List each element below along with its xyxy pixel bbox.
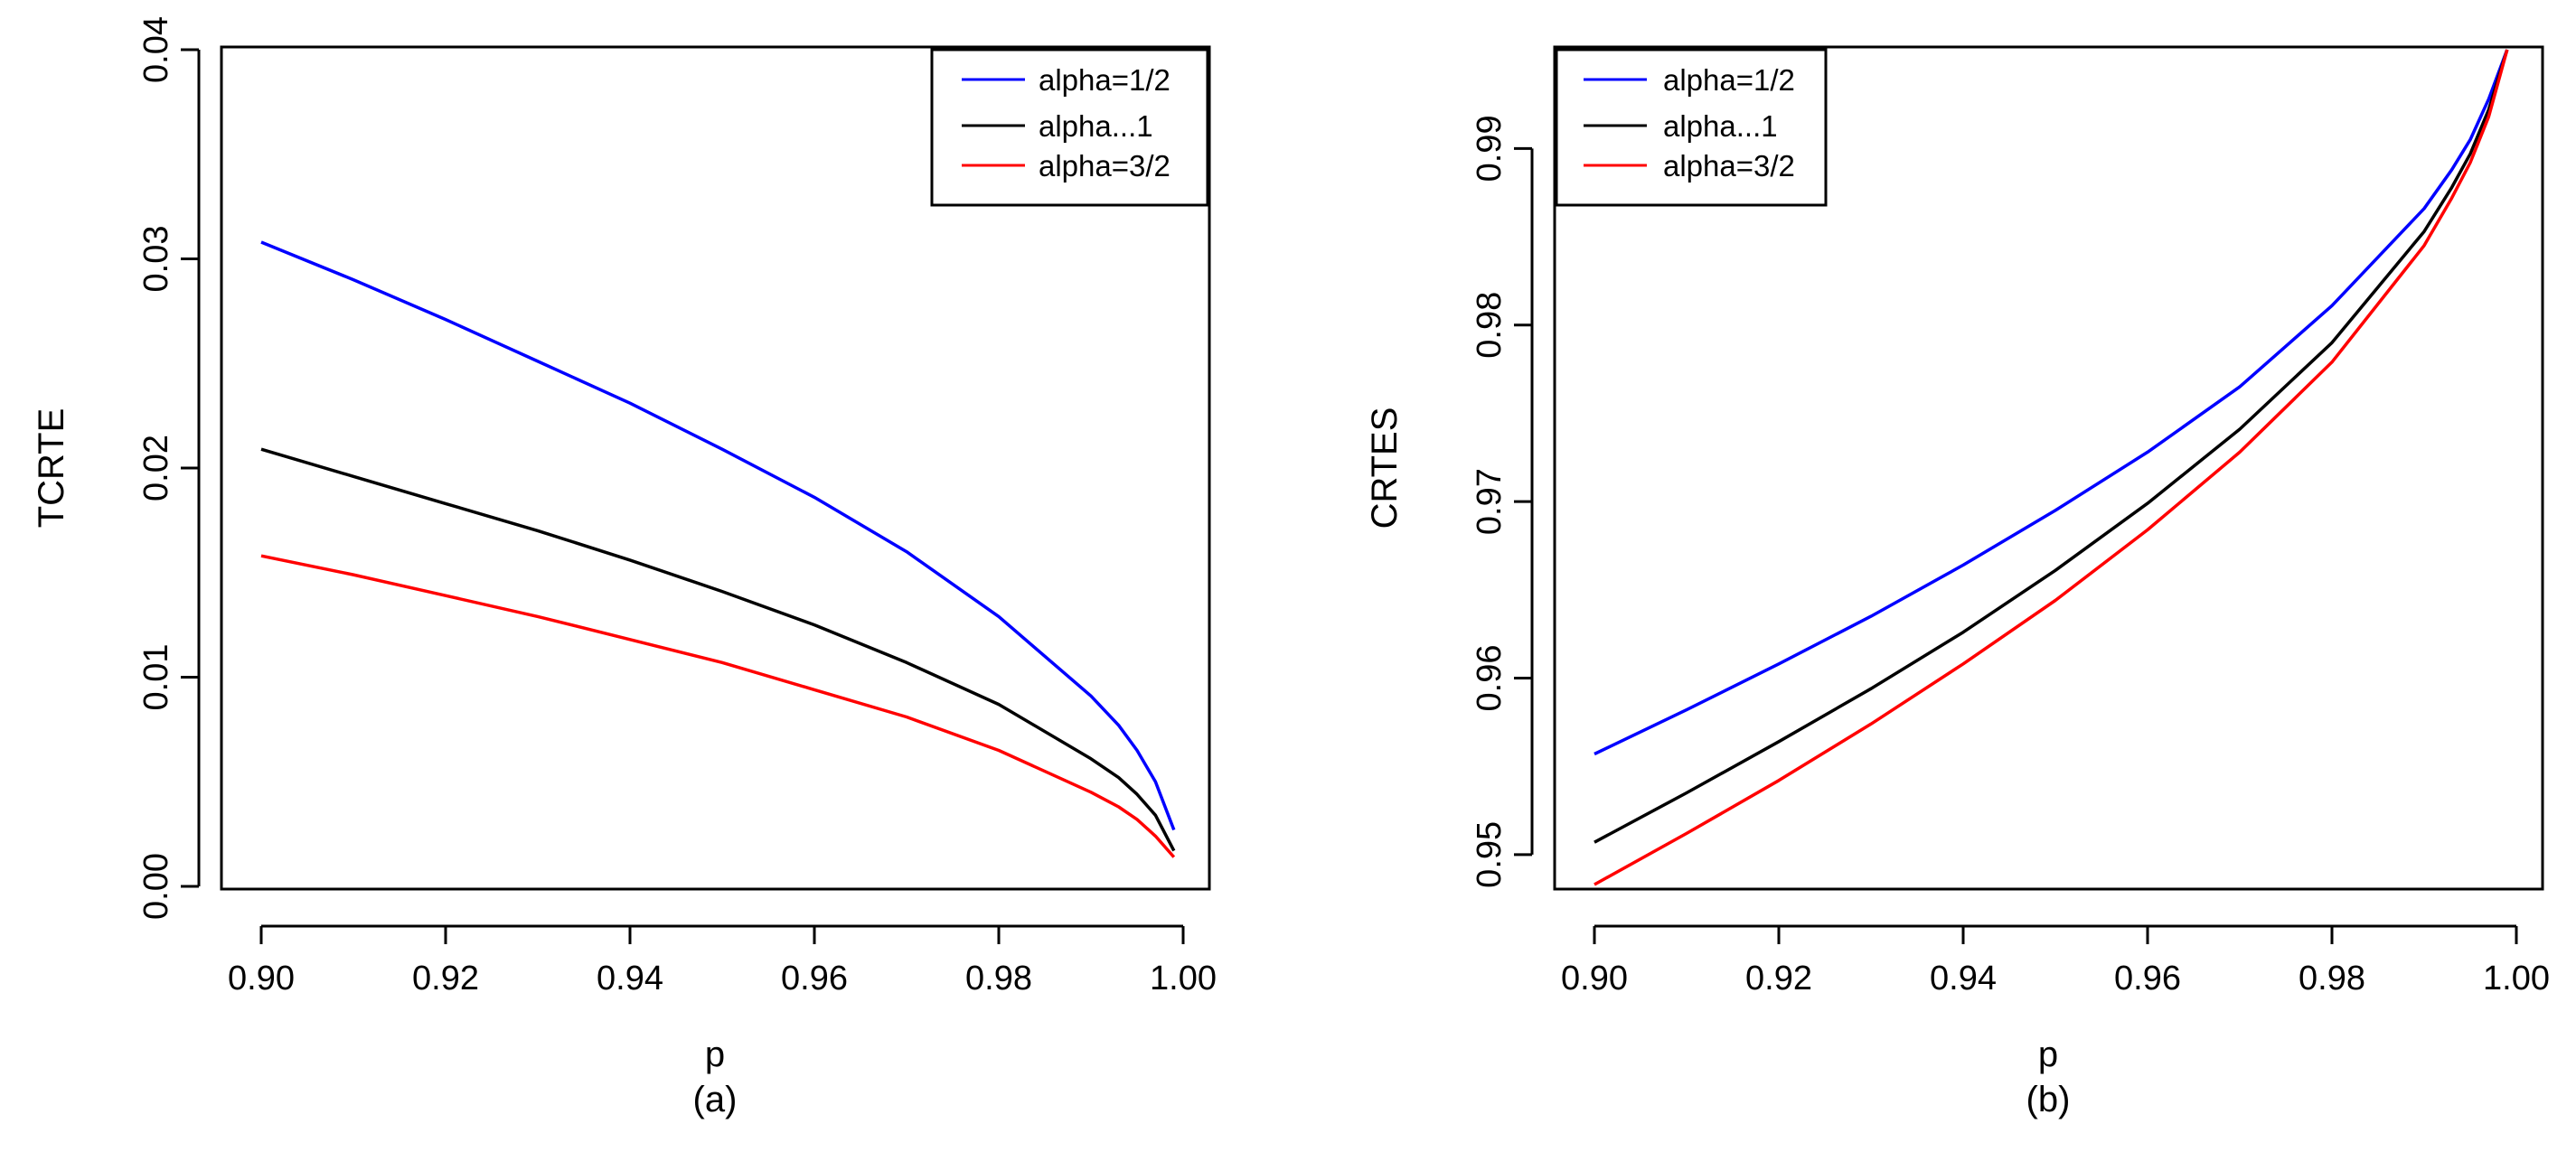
x-tick-label-b-0: 0.90 xyxy=(1561,960,1628,997)
x-tick-label-a-3: 0.96 xyxy=(781,960,848,997)
x-tick-label-b-5: 1.00 xyxy=(2483,960,2550,997)
legend-label-a-2: alpha=3/2 xyxy=(1039,149,1170,183)
x-tick-label-a-1: 0.92 xyxy=(412,960,479,997)
y-ticks-a: 0.00 0.01 0.02 0.03 0.04 xyxy=(137,16,201,920)
x-tick-label-a-2: 0.94 xyxy=(597,960,663,997)
legend-label-b-0: alpha=1/2 xyxy=(1663,63,1795,97)
x-tick-label-b-4: 0.98 xyxy=(2299,960,2365,997)
series-line-a-1 xyxy=(260,447,1176,852)
legend-label-b-1: alpha...1 xyxy=(1663,109,1778,143)
x-ticks-a: 0.90 0.92 0.94 0.96 0.98 1.00 xyxy=(228,924,1217,997)
legend-label-a-1: alpha...1 xyxy=(1039,109,1153,143)
series-line-a-2 xyxy=(260,554,1176,858)
series-group-a xyxy=(260,240,1176,858)
chart-panel-b: 0.90 0.92 0.94 0.96 0.98 1.00 0.950.960.970.9… xyxy=(1365,45,2550,1119)
legend-label-b-2: alpha=3/2 xyxy=(1663,149,1795,183)
series-line-a-0 xyxy=(260,240,1176,831)
x-tick-label-b-1: 0.92 xyxy=(1745,960,1812,997)
series-line-b-1 xyxy=(1594,49,2509,844)
x-axis-label-b: p xyxy=(2038,1035,2058,1074)
legend-box-b xyxy=(1555,48,1828,207)
x-tick-label-b-3: 0.96 xyxy=(2114,960,2181,997)
y-tick-label-a-1: 0.01 xyxy=(137,644,175,711)
panel-label-a: (a) xyxy=(693,1080,738,1119)
y-tick-label-a-3: 0.03 xyxy=(137,226,175,293)
y-tick-label-b-0: 0.95 xyxy=(1471,821,1509,888)
y-axis-label-a: TCRTE xyxy=(32,408,71,529)
x-tick-label-a-4: 0.98 xyxy=(965,960,1032,997)
x-tick-label-a-5: 1.00 xyxy=(1150,960,1217,997)
y-tick-label-a-2: 0.02 xyxy=(137,435,175,501)
legend-label-a-0: alpha=1/2 xyxy=(1039,63,1170,97)
x-axis-label-a: p xyxy=(705,1035,725,1074)
y-tick-label-b-1: 0.96 xyxy=(1471,644,1509,711)
series-line-b-2 xyxy=(1594,49,2509,886)
series-group-b xyxy=(1594,49,2509,886)
y-tick-label-b-3: 0.98 xyxy=(1471,292,1509,359)
plot-frame-a xyxy=(220,45,1211,891)
x-tick-label-a-0: 0.90 xyxy=(228,960,295,997)
legend-box-a xyxy=(930,48,1209,207)
y-axis-label-b: CRTES xyxy=(1365,407,1405,529)
plot-frame-b xyxy=(1553,45,2544,891)
series-line-b-0 xyxy=(1594,49,2509,756)
legend-a: alpha=1/2 alpha...1 alpha=3/2 xyxy=(930,48,1209,207)
y-tick-label-b-2: 0.97 xyxy=(1471,468,1509,535)
x-ticks-b: 0.90 0.92 0.94 0.96 0.98 1.00 xyxy=(1561,924,2550,997)
chart-panel-a: 0.90 0.92 0.94 0.96 0.98 1.00 0.000.010.020.0… xyxy=(32,16,1217,1119)
y-tick-label-a-0: 0.00 xyxy=(137,853,175,920)
x-tick-label-b-2: 0.94 xyxy=(1930,960,1997,997)
legend-b: alpha=1/2 alpha...1 alpha=3/2 xyxy=(1555,48,1828,207)
y-tick-label-a-4: 0.04 xyxy=(137,16,175,83)
y-ticks-b: 0.95 0.96 0.97 0.98 0.99 xyxy=(1471,115,1534,888)
y-tick-label-b-4: 0.99 xyxy=(1471,115,1509,182)
panel-label-b: (b) xyxy=(2026,1080,2071,1119)
